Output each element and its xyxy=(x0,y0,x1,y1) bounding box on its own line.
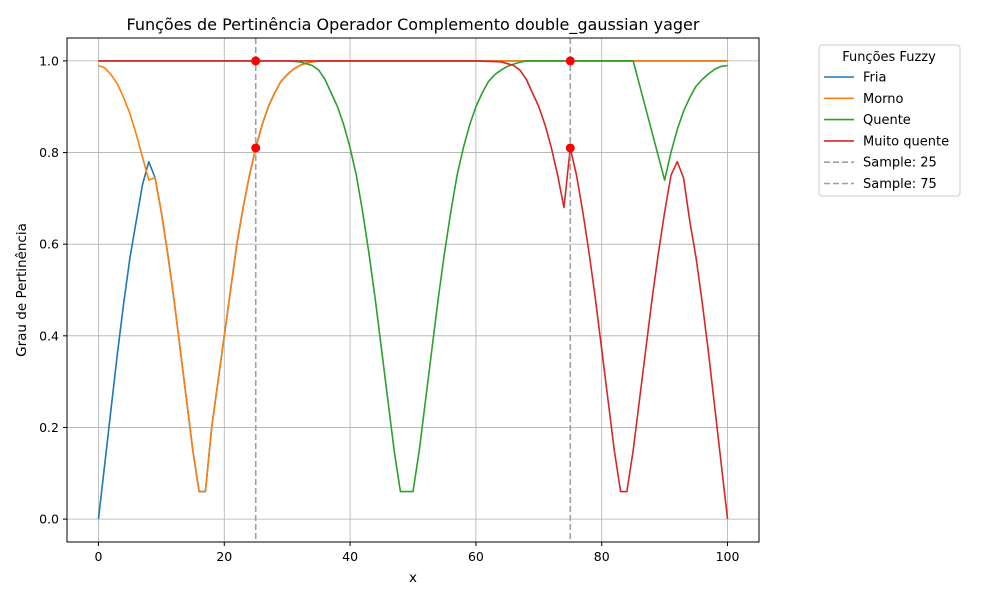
grid xyxy=(67,38,759,542)
legend-entry-sample-25: Sample: 25 xyxy=(863,156,937,171)
x-tick-label: 40 xyxy=(342,549,358,564)
y-tick-label: 0.8 xyxy=(39,145,59,160)
legend-entry-muito-quente: Muito quente xyxy=(863,134,949,149)
sample-marker xyxy=(251,56,261,66)
x-tick-label: 0 xyxy=(94,549,102,564)
series-line-morno xyxy=(98,60,728,493)
series-lines xyxy=(97,60,729,520)
sample-marker xyxy=(251,143,261,153)
series-line-muito-quente xyxy=(98,60,729,520)
y-tick-label: 1.0 xyxy=(39,53,59,68)
sample-marker xyxy=(565,56,575,66)
x-tick-label: 100 xyxy=(716,549,740,564)
legend-entry-sample-75: Sample: 75 xyxy=(863,177,937,192)
legend-entry-fria: Fria xyxy=(863,71,886,86)
x-axis-label: x xyxy=(409,570,417,586)
x-ticks: 0 20 40 60 80 100 xyxy=(94,542,740,564)
legend-box xyxy=(818,44,961,197)
chart-title: Funções de Pertinência Operador Compleme… xyxy=(127,15,700,35)
legend: Funções Fuzzy Fria Morno Quente Muito quent… xyxy=(818,44,961,197)
sample-markers xyxy=(251,56,575,153)
x-tick-label: 60 xyxy=(468,549,484,564)
legend-entry-morno: Morno xyxy=(863,92,904,107)
y-tick-label: 0.4 xyxy=(39,328,59,343)
y-axis-label: Grau de Pertinência xyxy=(14,223,30,357)
x-tick-label: 20 xyxy=(216,549,232,564)
y-ticks: 0.0 0.2 0.4 0.6 0.8 1.0 xyxy=(39,53,67,527)
sample-lines xyxy=(254,38,572,542)
legend-title: Funções Fuzzy xyxy=(842,50,936,65)
sample-marker xyxy=(565,143,575,153)
plot-frame xyxy=(66,37,760,543)
legend-entry-quente: Quente xyxy=(863,113,911,128)
y-tick-label: 0.0 xyxy=(39,512,59,527)
y-tick-label: 0.6 xyxy=(39,237,59,252)
series-line-quente xyxy=(98,60,728,493)
y-tick-label: 0.2 xyxy=(39,420,59,435)
x-tick-label: 80 xyxy=(594,549,610,564)
